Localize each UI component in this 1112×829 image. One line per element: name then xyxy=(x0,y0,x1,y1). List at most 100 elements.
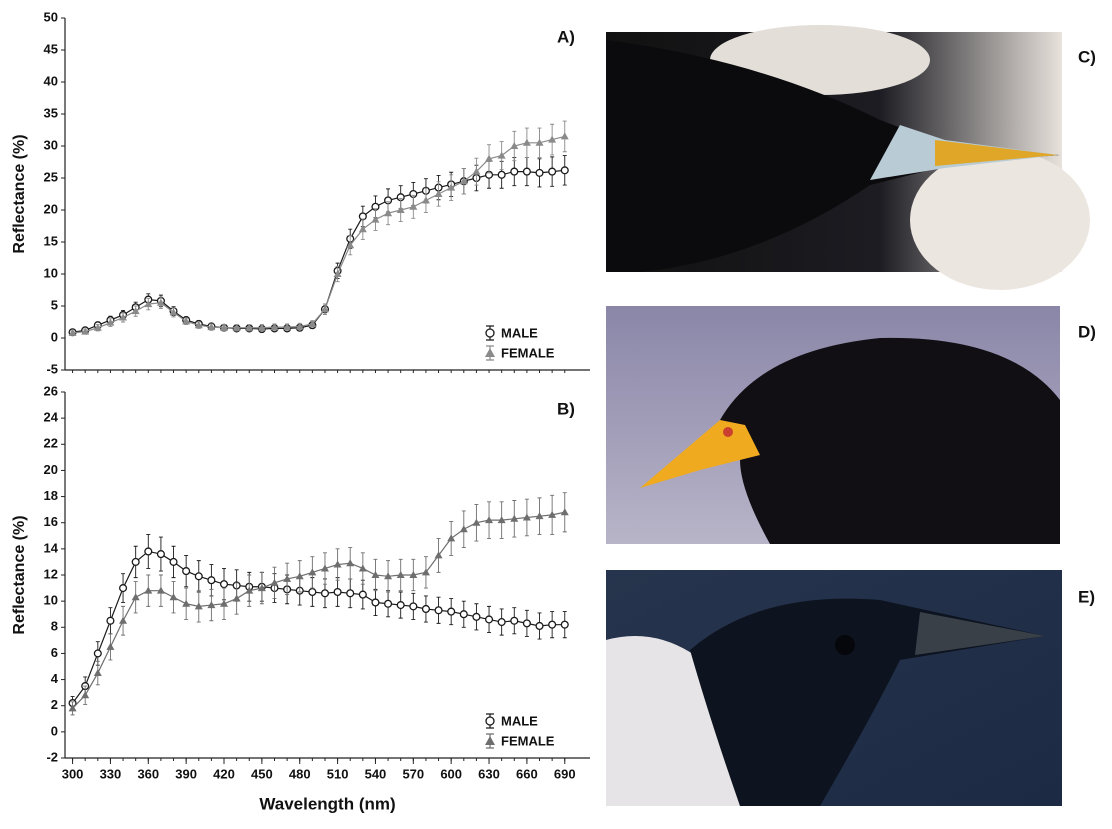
marker xyxy=(435,190,443,197)
legend-label: MALE xyxy=(501,713,538,728)
marker xyxy=(120,585,127,592)
x-tick-label: 510 xyxy=(327,766,349,781)
marker xyxy=(498,619,505,626)
marker xyxy=(170,593,178,600)
y-tick-label: 24 xyxy=(44,410,59,425)
marker xyxy=(397,602,404,609)
marker xyxy=(220,600,228,607)
marker xyxy=(523,168,530,175)
marker xyxy=(549,621,556,628)
series-line xyxy=(73,170,565,332)
marker xyxy=(158,551,165,558)
y-tick-label: 10 xyxy=(44,265,58,280)
y-tick-label: 14 xyxy=(44,540,59,555)
marker xyxy=(523,620,530,627)
photo-d xyxy=(606,306,1060,544)
y-tick-label: 12 xyxy=(44,566,58,581)
marker xyxy=(473,613,480,620)
x-tick-label: 570 xyxy=(402,766,424,781)
y-tick-label: 18 xyxy=(44,488,58,503)
x-tick-label: 600 xyxy=(440,766,462,781)
y-tick-label: 22 xyxy=(44,436,58,451)
y-axis-label: Reflectance (%) xyxy=(11,134,28,253)
marker xyxy=(460,611,467,618)
y-tick-label: 20 xyxy=(44,462,58,477)
figure: C) D) E) -505101520253035404550Reflectan… xyxy=(0,0,1112,824)
legend-symbol xyxy=(485,348,495,357)
marker xyxy=(347,590,354,597)
legend-symbol xyxy=(485,736,495,745)
x-tick-label: 690 xyxy=(554,766,576,781)
marker xyxy=(119,617,127,624)
marker xyxy=(409,203,417,210)
marker xyxy=(132,593,140,600)
marker xyxy=(359,225,367,232)
marker xyxy=(183,568,190,575)
marker xyxy=(359,591,366,598)
panel-label: A) xyxy=(557,27,575,46)
marker xyxy=(561,508,569,515)
marker xyxy=(385,600,392,607)
marker xyxy=(233,595,241,602)
marker xyxy=(460,525,468,532)
x-tick-label: 630 xyxy=(478,766,500,781)
y-tick-label: 25 xyxy=(44,169,58,184)
marker xyxy=(94,650,101,657)
marker xyxy=(94,669,102,676)
marker xyxy=(221,581,228,588)
x-tick-label: 450 xyxy=(251,766,273,781)
marker xyxy=(561,132,569,139)
marker xyxy=(422,196,430,203)
y-tick-label: 6 xyxy=(51,645,58,660)
y-tick-label: 40 xyxy=(44,73,58,88)
legend-entry: FEMALE xyxy=(485,733,555,748)
legend-entry: MALE xyxy=(486,713,538,728)
marker xyxy=(372,599,379,606)
marker xyxy=(536,623,543,630)
y-tick-label: 16 xyxy=(44,514,58,529)
x-tick-label: 390 xyxy=(175,766,197,781)
marker xyxy=(536,169,543,176)
marker xyxy=(511,168,518,175)
legend-entry: FEMALE xyxy=(485,345,555,360)
y-tick-label: 30 xyxy=(44,137,58,152)
x-tick-label: 360 xyxy=(137,766,159,781)
y-tick-label: 10 xyxy=(44,593,58,608)
legend-label: FEMALE xyxy=(501,733,555,748)
marker xyxy=(448,608,455,615)
photo-c xyxy=(606,25,1090,290)
marker xyxy=(561,621,568,628)
y-tick-label: 2 xyxy=(51,697,58,712)
y-tick-label: 50 xyxy=(44,9,58,24)
x-axis-label: Wavelength (nm) xyxy=(259,794,395,813)
y-tick-label: 26 xyxy=(44,383,58,398)
y-tick-label: 0 xyxy=(51,329,58,344)
y-axis-label: Reflectance (%) xyxy=(11,515,28,634)
marker xyxy=(511,617,518,624)
panel-label: B) xyxy=(557,399,575,418)
marker xyxy=(435,607,442,614)
marker xyxy=(371,216,379,223)
legend-label: FEMALE xyxy=(501,345,555,360)
marker xyxy=(498,171,505,178)
legend-symbol xyxy=(486,329,494,337)
marker xyxy=(132,559,139,566)
marker xyxy=(107,617,114,624)
marker xyxy=(498,152,506,159)
y-tick-label: 15 xyxy=(44,233,58,248)
panel-label: E) xyxy=(1078,587,1095,606)
marker xyxy=(208,577,215,584)
panel-label: C) xyxy=(1078,47,1096,66)
marker xyxy=(106,643,114,650)
marker xyxy=(195,573,202,580)
marker xyxy=(309,589,316,596)
x-tick-label: 300 xyxy=(62,766,84,781)
marker xyxy=(549,168,556,175)
marker xyxy=(81,691,89,698)
x-tick-label: 420 xyxy=(213,766,235,781)
photo-e xyxy=(606,570,1062,806)
y-tick-label: 0 xyxy=(51,723,58,738)
panel-label: D) xyxy=(1078,322,1096,341)
marker xyxy=(447,534,455,541)
series-line xyxy=(73,551,565,703)
